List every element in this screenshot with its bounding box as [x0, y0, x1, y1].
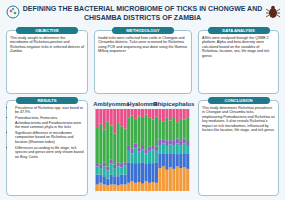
html-text:Differences according to life: Differences according to life stage, tic… — [15, 145, 84, 159]
svg-text:Amblyomma: Amblyomma — [93, 101, 130, 107]
svg-text:Hyalomma: Hyalomma — [127, 101, 158, 107]
html-text:This study determines Ricketts: This study determines Rickettsia prevale… — [202, 106, 275, 132]
html-text:OBJECTIVE: OBJECTIVE — [35, 28, 59, 33]
html-text:Proteobacteria, Firmicutes, Ac: Proteobacteria, Firmicutes, Actinobacter… — [15, 116, 82, 130]
html-text:Significant difference in micr: Significant difference in microbiome com… — [15, 131, 74, 144]
html-text:This study sought to determine: This study sought to determine the micro… — [10, 36, 84, 54]
html-text:DATA ANALYSIS: DATA ANALYSIS — [222, 28, 255, 33]
html-text:RESULTS: RESULTS — [37, 98, 57, 103]
svg-text:Rhipicephalus: Rhipicephalus — [153, 101, 195, 107]
html-text:Ixodid ticks were collected fr: Ixodid ticks were collected from cattle … — [98, 36, 187, 54]
html-text:CONCLUSION: CONCLUSION — [224, 98, 253, 103]
html-text:DEFINING THE BACTERIAL MICROBI: DEFINING THE BACTERIAL MICROBIOME OF TIC… — [22, 5, 263, 21]
html-text:ASVs were analysed through the: ASVs were analysed through the QIIME 2 p… — [202, 36, 270, 58]
html-text:METHODOLOGY: METHODOLOGY — [126, 28, 160, 33]
html-text:Prevalence of Rickettsia spp.: Prevalence of Rickettsia spp. was found … — [15, 106, 83, 115]
